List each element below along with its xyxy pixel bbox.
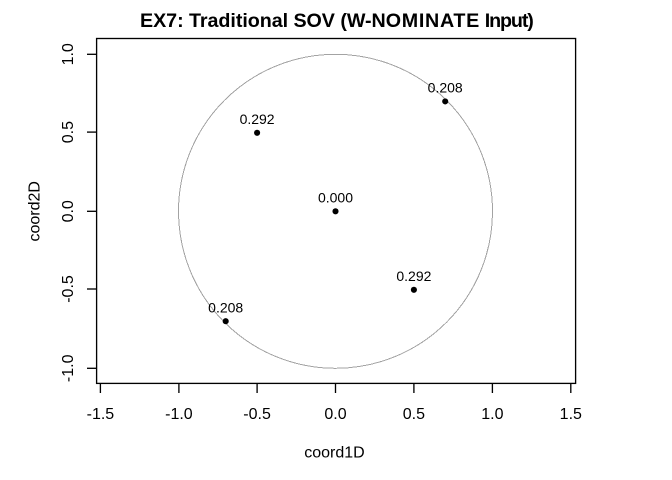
svg-text:0.208: 0.208 bbox=[208, 299, 243, 315]
svg-text:0.208: 0.208 bbox=[428, 80, 463, 96]
svg-text:0.5: 0.5 bbox=[403, 406, 425, 423]
svg-text:OMINATE: OMINATE bbox=[386, 10, 480, 32]
svg-text:coord2D: coord2D bbox=[27, 181, 44, 241]
svg-text:0.5: 0.5 bbox=[60, 121, 77, 143]
svg-text:0.0: 0.0 bbox=[324, 406, 346, 423]
svg-text:-1.0: -1.0 bbox=[60, 354, 77, 382]
svg-text:1.0: 1.0 bbox=[481, 406, 503, 423]
svg-text:-1.0: -1.0 bbox=[165, 406, 193, 423]
svg-text:EX7: Traditional SOV (W-N: EX7: Traditional SOV (W-N bbox=[140, 10, 386, 32]
svg-text:1.0: 1.0 bbox=[60, 43, 77, 65]
svg-text:0.292: 0.292 bbox=[396, 268, 431, 284]
svg-text:1.5: 1.5 bbox=[560, 406, 582, 423]
svg-text:0.292: 0.292 bbox=[240, 111, 275, 127]
svg-text:-1.5: -1.5 bbox=[87, 406, 115, 423]
svg-text:-0.5: -0.5 bbox=[60, 275, 77, 303]
svg-text:Input): Input) bbox=[485, 10, 534, 32]
svg-text:0.0: 0.0 bbox=[60, 200, 77, 222]
svg-text:coord1D: coord1D bbox=[304, 444, 364, 461]
svg-text:0.000: 0.000 bbox=[318, 189, 353, 205]
svg-text:-0.5: -0.5 bbox=[243, 406, 271, 423]
